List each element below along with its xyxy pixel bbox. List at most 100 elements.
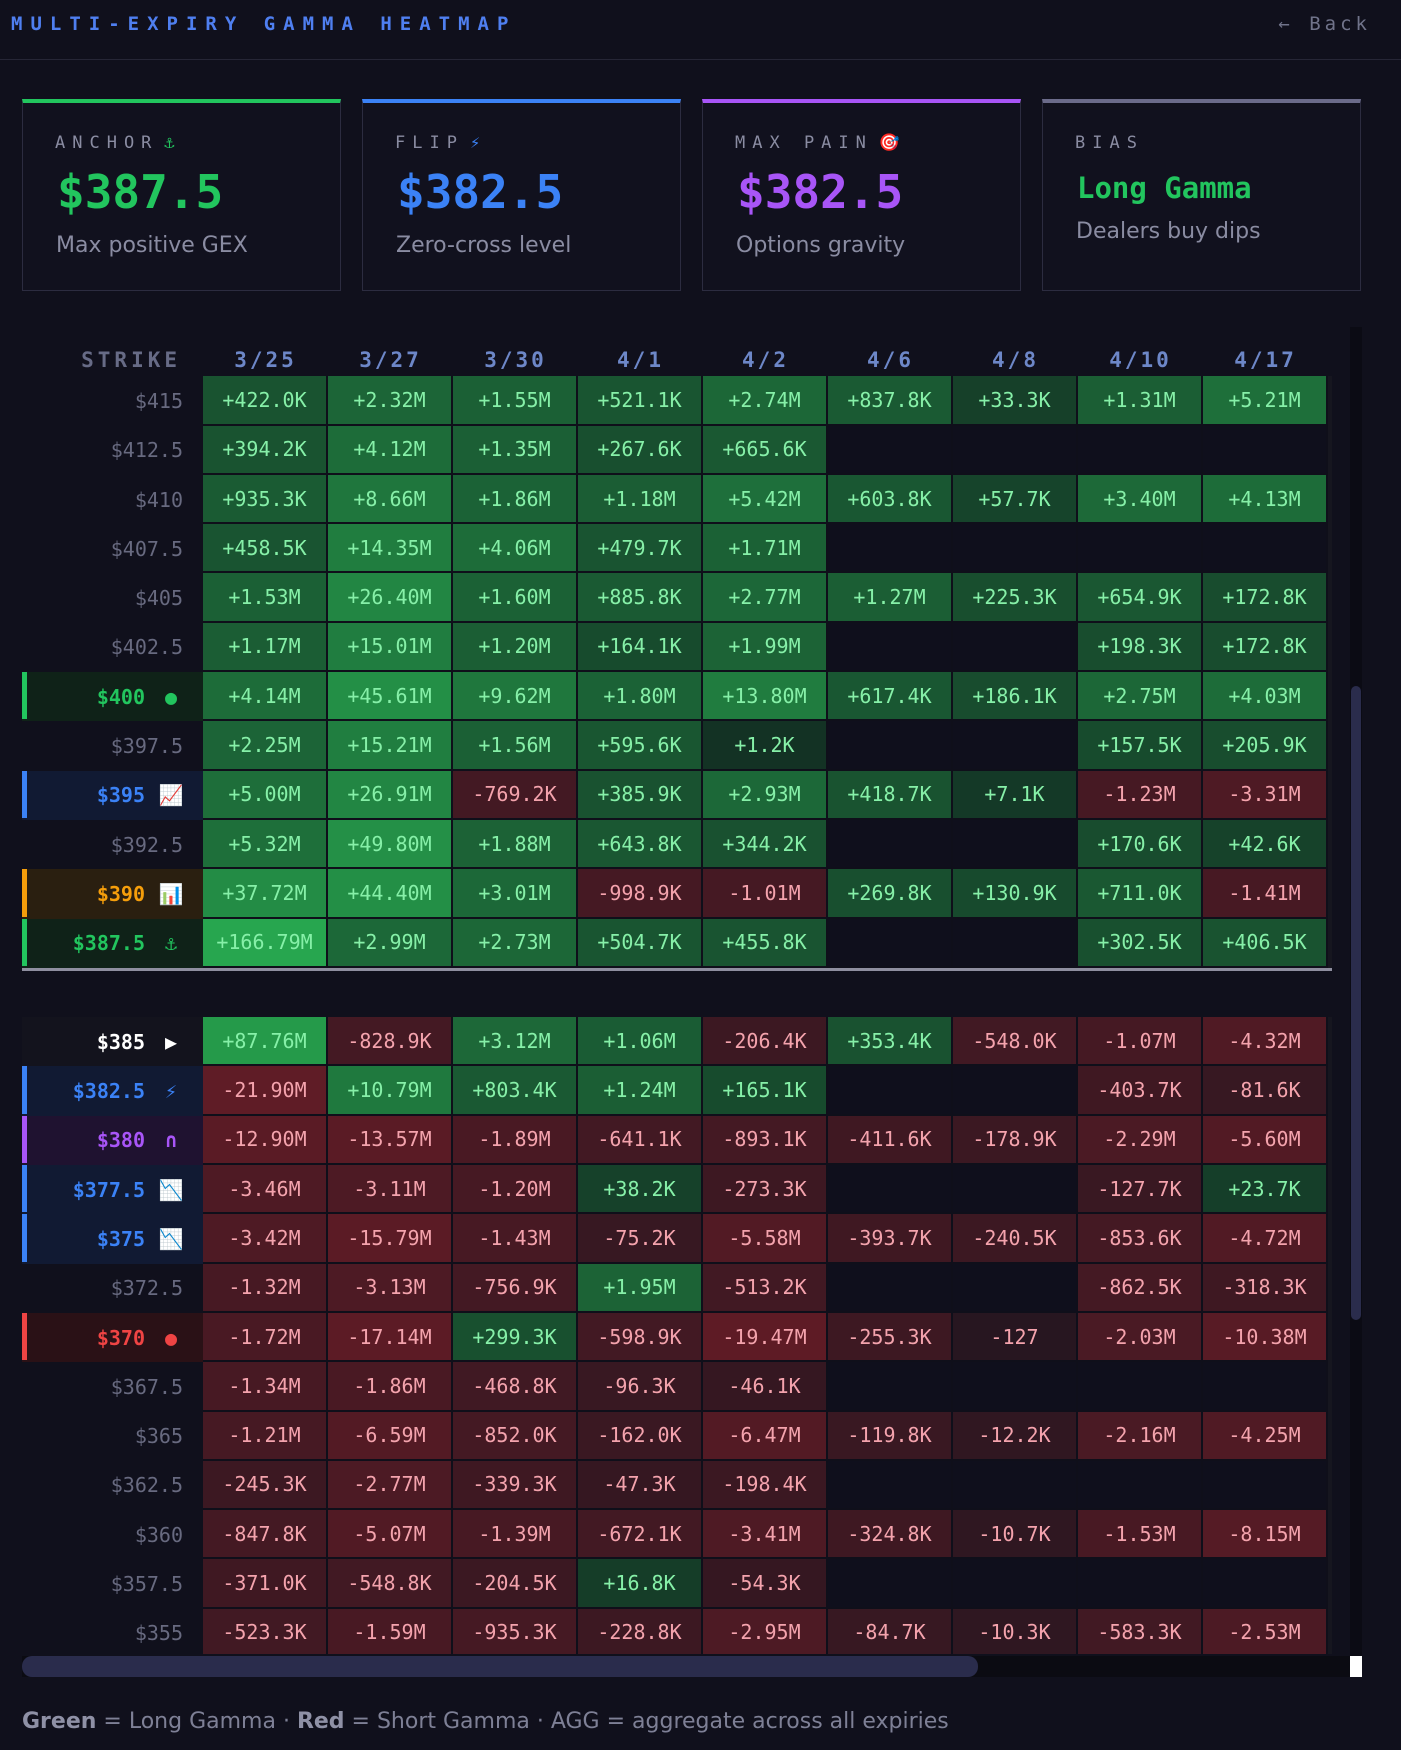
gamma-cell[interactable]: +45.61M: [328, 672, 453, 722]
gamma-cell[interactable]: +15.21M: [328, 721, 453, 771]
gamma-cell[interactable]: [1203, 524, 1328, 574]
gamma-cell[interactable]: -3.46M: [203, 1165, 328, 1215]
gamma-cell[interactable]: -75.2K: [578, 1214, 703, 1264]
gamma-cell[interactable]: +5.32M: [203, 819, 328, 870]
gamma-cell[interactable]: [1203, 1460, 1328, 1511]
gamma-cell[interactable]: -411.6K: [828, 1115, 953, 1166]
gamma-cell[interactable]: +172.8K: [1203, 622, 1328, 673]
gamma-cell[interactable]: -206.4K: [703, 1017, 828, 1067]
gamma-cell[interactable]: [1203, 1362, 1328, 1412]
gamma-cell[interactable]: +186.1K: [953, 672, 1078, 722]
gamma-cell[interactable]: -198.4K: [703, 1460, 828, 1511]
gamma-cell[interactable]: -255.3K: [828, 1312, 953, 1363]
gamma-cell[interactable]: -852.0K: [453, 1411, 578, 1461]
gamma-cell[interactable]: -1.34M: [203, 1362, 328, 1412]
gamma-cell[interactable]: -15.79M: [328, 1214, 453, 1264]
gamma-cell[interactable]: +13.80M: [703, 672, 828, 722]
gamma-cell[interactable]: [1078, 1460, 1203, 1511]
expiry-column-header[interactable]: 3/30: [484, 348, 547, 372]
gamma-cell[interactable]: [828, 721, 953, 771]
gamma-cell[interactable]: [1203, 425, 1328, 475]
gamma-cell[interactable]: +23.7K: [1203, 1165, 1328, 1215]
gamma-cell[interactable]: +7.1K: [953, 770, 1078, 820]
gamma-cell[interactable]: [828, 918, 953, 968]
vertical-scrollbar-thumb[interactable]: [1351, 686, 1361, 1320]
gamma-cell[interactable]: +1.31M: [1078, 376, 1203, 426]
gamma-cell[interactable]: -228.8K: [578, 1608, 703, 1654]
gamma-cell[interactable]: -6.47M: [703, 1411, 828, 1461]
gamma-cell[interactable]: [828, 1066, 953, 1116]
heatmap-scroll-area[interactable]: STRIKE 3/25 3/27 3/30 4/1 4/2 4/6 4/8 4/10 4/17 $4…: [22, 327, 1350, 1654]
gamma-cell[interactable]: [828, 1263, 953, 1313]
gamma-cell[interactable]: -3.31M: [1203, 770, 1328, 820]
gamma-cell[interactable]: +26.40M: [328, 573, 453, 623]
gamma-cell[interactable]: +711.0K: [1078, 869, 1203, 919]
gamma-cell[interactable]: -1.21M: [203, 1411, 328, 1461]
gamma-cell[interactable]: +1.2K: [703, 721, 828, 771]
gamma-cell[interactable]: -4.25M: [1203, 1411, 1328, 1461]
gamma-cell[interactable]: +617.4K: [828, 672, 953, 722]
gamma-cell[interactable]: -119.8K: [828, 1411, 953, 1461]
gamma-cell[interactable]: -523.3K: [203, 1608, 328, 1654]
expiry-column-header[interactable]: 4/8: [992, 348, 1039, 372]
gamma-cell[interactable]: +1.53M: [203, 573, 328, 623]
gamma-cell[interactable]: -756.9K: [453, 1263, 578, 1313]
gamma-cell[interactable]: +1.60M: [453, 573, 578, 623]
gamma-cell[interactable]: +643.8K: [578, 819, 703, 870]
gamma-cell[interactable]: +418.7K: [828, 770, 953, 820]
gamma-cell[interactable]: +157.5K: [1078, 721, 1203, 771]
gamma-cell[interactable]: +267.6K: [578, 425, 703, 475]
gamma-cell[interactable]: -324.8K: [828, 1510, 953, 1560]
gamma-cell[interactable]: -853.6K: [1078, 1214, 1203, 1264]
gamma-cell[interactable]: -548.0K: [953, 1017, 1078, 1067]
expiry-column-header[interactable]: 3/25: [234, 348, 297, 372]
gamma-cell[interactable]: +1.95M: [578, 1263, 703, 1313]
gamma-cell[interactable]: +2.99M: [328, 918, 453, 968]
gamma-cell[interactable]: -1.32M: [203, 1263, 328, 1313]
gamma-cell[interactable]: -393.7K: [828, 1214, 953, 1264]
gamma-cell[interactable]: -5.60M: [1203, 1115, 1328, 1166]
gamma-cell[interactable]: +38.2K: [578, 1165, 703, 1215]
gamma-cell[interactable]: [1203, 1559, 1328, 1609]
gamma-cell[interactable]: -2.95M: [703, 1608, 828, 1654]
gamma-cell[interactable]: +385.9K: [578, 770, 703, 820]
gamma-cell[interactable]: -13.57M: [328, 1115, 453, 1166]
gamma-cell[interactable]: -828.9K: [328, 1017, 453, 1067]
gamma-cell[interactable]: +2.25M: [203, 721, 328, 771]
gamma-cell[interactable]: +3.01M: [453, 869, 578, 919]
gamma-cell[interactable]: +4.14M: [203, 672, 328, 722]
gamma-cell[interactable]: [1078, 524, 1203, 574]
gamma-cell[interactable]: [828, 425, 953, 475]
gamma-cell[interactable]: +935.3K: [203, 474, 328, 525]
gamma-cell[interactable]: -1.86M: [328, 1362, 453, 1412]
gamma-cell[interactable]: [828, 524, 953, 574]
expiry-column-header[interactable]: 4/17: [1234, 348, 1297, 372]
expiry-column-header[interactable]: 4/1: [617, 348, 664, 372]
gamma-cell[interactable]: -96.3K: [578, 1362, 703, 1412]
gamma-cell[interactable]: +1.55M: [453, 376, 578, 426]
gamma-cell[interactable]: -1.39M: [453, 1510, 578, 1560]
gamma-cell[interactable]: -21.90M: [203, 1066, 328, 1116]
gamma-cell[interactable]: +1.18M: [578, 474, 703, 525]
gamma-cell[interactable]: +4.13M: [1203, 474, 1328, 525]
gamma-cell[interactable]: +165.1K: [703, 1066, 828, 1116]
gamma-cell[interactable]: +170.6K: [1078, 819, 1203, 870]
gamma-cell[interactable]: +225.3K: [953, 573, 1078, 623]
gamma-cell[interactable]: -6.59M: [328, 1411, 453, 1461]
gamma-cell[interactable]: +885.8K: [578, 573, 703, 623]
gamma-cell[interactable]: +302.5K: [1078, 918, 1203, 968]
gamma-cell[interactable]: -935.3K: [453, 1608, 578, 1654]
gamma-cell[interactable]: +1.17M: [203, 622, 328, 673]
gamma-cell[interactable]: +458.5K: [203, 524, 328, 574]
gamma-cell[interactable]: [953, 1263, 1078, 1313]
gamma-cell[interactable]: +2.77M: [703, 573, 828, 623]
gamma-cell[interactable]: -162.0K: [578, 1411, 703, 1461]
gamma-cell[interactable]: +87.76M: [203, 1017, 328, 1067]
gamma-cell[interactable]: -4.32M: [1203, 1017, 1328, 1067]
gamma-cell[interactable]: +344.2K: [703, 819, 828, 870]
gamma-cell[interactable]: +3.40M: [1078, 474, 1203, 525]
gamma-cell[interactable]: -998.9K: [578, 869, 703, 919]
gamma-cell[interactable]: +198.3K: [1078, 622, 1203, 673]
gamma-cell[interactable]: +665.6K: [703, 425, 828, 475]
expiry-column-header[interactable]: 3/27: [359, 348, 422, 372]
